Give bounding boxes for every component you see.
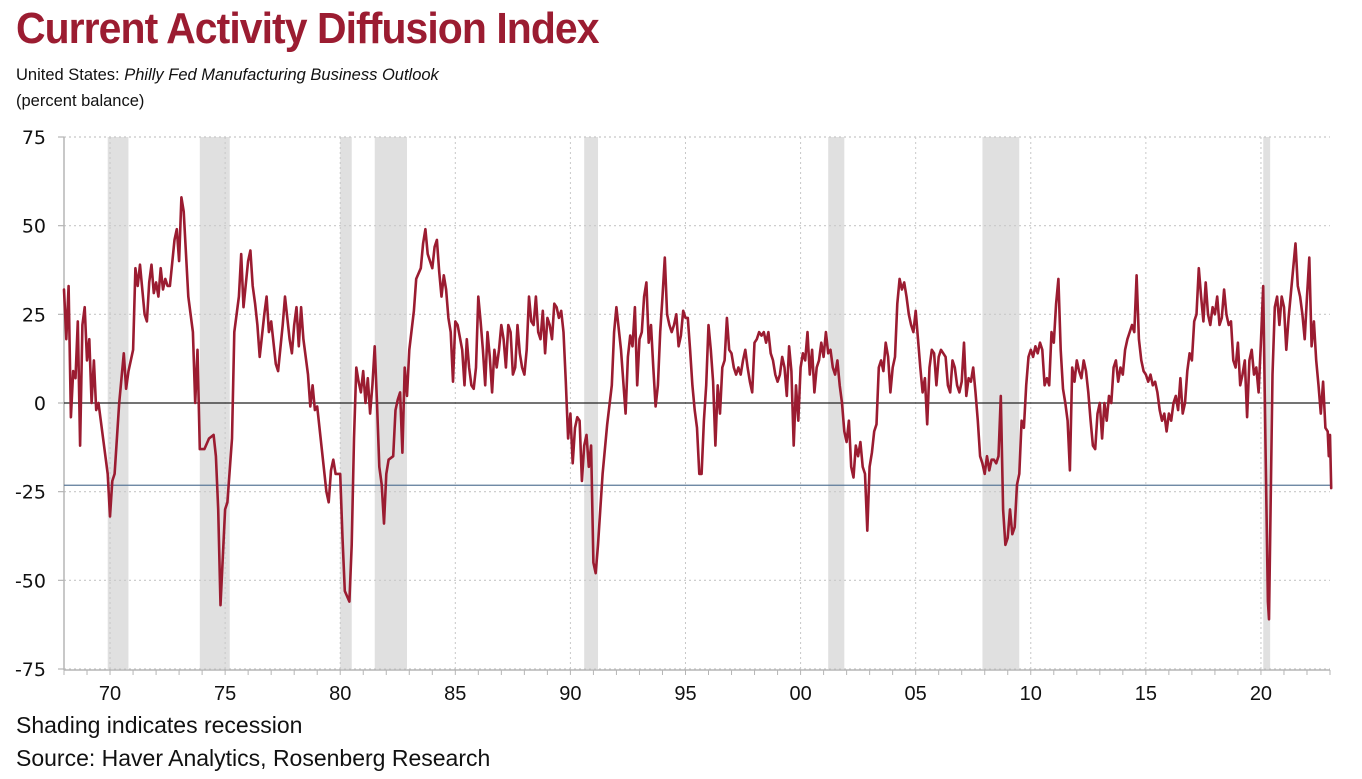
source-note: Source: Haver Analytics, Rosenberg Resea… (16, 745, 491, 771)
recession-note: Shading indicates recession (16, 712, 303, 738)
x-tick-label: 05 (905, 683, 927, 705)
x-tick-label: 15 (1135, 683, 1157, 705)
x-tick-label: 75 (214, 683, 236, 705)
subtitle-series: Philly Fed Manufacturing Business Outloo… (124, 66, 439, 84)
y-tick-label: -25 (15, 482, 46, 504)
x-tick-label: 90 (559, 683, 581, 705)
y-tick-label: 0 (34, 393, 46, 415)
chart-subtitle: United States: Philly Fed Manufacturing … (16, 66, 439, 85)
y-axis-ticks: 75 50 25 0 -25 -50 -75 (15, 127, 46, 681)
reference-lines (64, 402, 1330, 486)
x-tick-label: 95 (674, 683, 696, 705)
x-tick-label: 20 (1250, 683, 1272, 705)
y-tick-label: 25 (22, 304, 46, 326)
y-tick-label: -75 (15, 659, 46, 681)
y-tick-label: -50 (15, 570, 46, 592)
chart-title: Current Activity Diffusion Index (16, 4, 600, 53)
series-layer (62, 196, 1333, 621)
chart-units: (percent balance) (16, 92, 145, 110)
y-tick-label: 50 (22, 216, 46, 238)
x-tick-label: 85 (444, 683, 466, 705)
subtitle-region: United States: (16, 66, 125, 84)
x-tick-label: 00 (789, 683, 811, 705)
x-tick-label: 80 (329, 683, 351, 705)
x-tick-label: 70 (99, 683, 121, 705)
x-axis-ticks: 70 75 80 85 90 95 00 05 10 15 20 (99, 683, 1272, 705)
x-tick-label: 10 (1020, 683, 1042, 705)
series-line (62, 196, 1333, 621)
y-tick-label: 75 (22, 127, 46, 149)
